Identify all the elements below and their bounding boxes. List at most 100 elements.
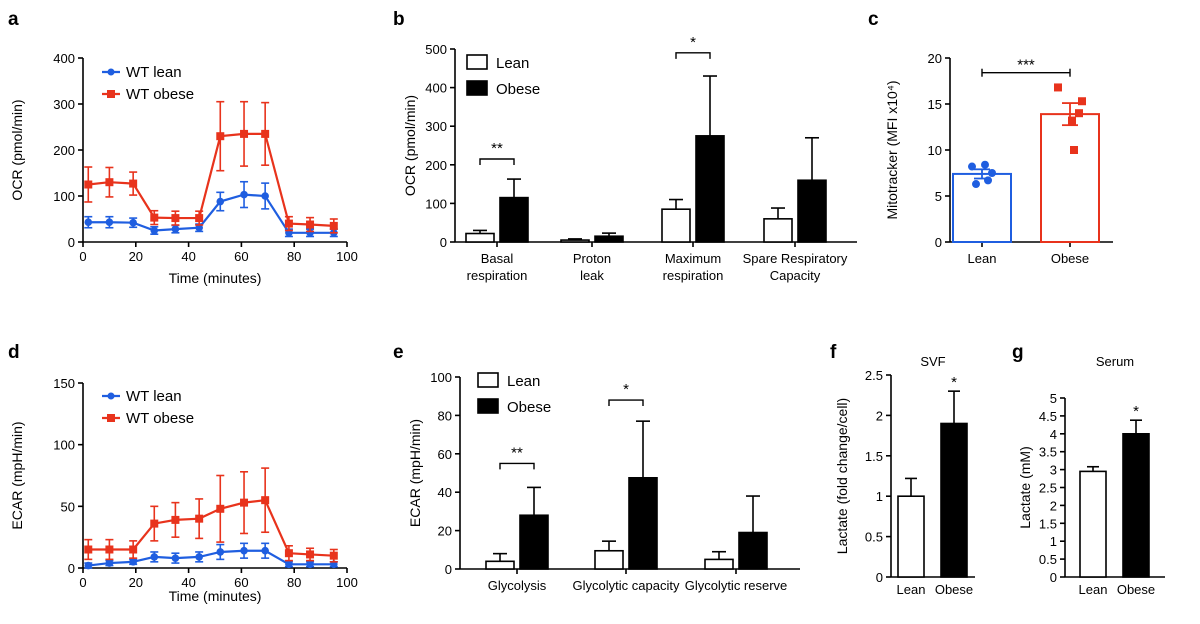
data-point [150,226,159,235]
data-point [1054,83,1062,92]
data-point [984,176,992,185]
data-point [216,548,225,556]
x-tick-label: 80 [287,575,301,590]
data-point [150,519,159,528]
bar [519,514,549,570]
chart-title: Serum [1096,354,1134,369]
data-point [129,179,138,188]
data-point [329,221,338,230]
y-tick-label: 1 [876,489,883,504]
data-point [216,132,225,141]
y-tick-label: 100 [53,438,75,453]
significance-label: * [690,34,696,51]
legend-label: WT lean [126,64,182,81]
data-point [284,549,293,558]
data-point [129,545,138,554]
data-point [972,180,980,189]
y-axis-label: Mitotracker (MFI x10⁴) [884,80,900,219]
data-point [981,160,989,169]
legend-marker [107,392,115,400]
significance-label: * [951,374,957,391]
panel-label: f [830,342,837,363]
y-tick-label: 100 [425,196,447,211]
y-tick-label: 0 [440,235,447,250]
significance-label: *** [1017,57,1035,74]
data-point [1075,109,1083,118]
data-point [1070,146,1078,154]
data-point [195,553,203,561]
y-axis-label: Lactate (mM) [1017,446,1033,528]
bar [594,235,624,243]
x-tick-label: 100 [336,575,358,590]
y-axis-label: ECAR (mpH/min) [407,419,423,527]
bar [797,179,827,243]
bar [485,560,515,570]
y-tick-label: 2 [1050,498,1057,513]
y-tick-label: 400 [53,51,75,66]
y-tick-label: 1 [1050,534,1057,549]
significance-label: * [623,381,629,398]
x-tick-label: Capacity [770,268,821,283]
data-point [84,218,93,227]
data-point [129,558,137,566]
y-tick-label: 150 [53,376,75,391]
x-tick-label: respiration [467,268,528,283]
data-point [240,546,248,555]
data-point [261,496,270,505]
y-tick-label: 20 [438,524,452,539]
data-point [171,225,180,233]
bar [1040,113,1100,243]
y-tick-label: 10 [928,143,942,158]
y-axis-label: OCR (pmol/min) [9,99,25,200]
data-point [240,498,249,507]
x-tick-label: Obese [1051,251,1089,266]
y-tick-label: 200 [425,158,447,173]
y-axis-label: Lactate (fold change/cell) [834,398,850,554]
y-tick-label: 100 [430,370,452,385]
y-tick-label: 400 [425,81,447,96]
data-point [216,504,225,513]
y-tick-label: 300 [425,119,447,134]
panel-label: c [868,9,879,30]
legend-swatch [477,372,499,388]
data-point [261,546,269,555]
data-point [306,220,315,229]
bar [560,239,590,243]
significance-bracket [675,52,711,59]
x-tick-label: Spare Respiratory [743,251,848,266]
data-point [285,560,293,569]
x-tick-label: 20 [129,575,143,590]
data-point [171,554,180,562]
x-tick-label: 100 [336,249,358,264]
significance-label: * [1133,403,1139,420]
bar [1079,470,1107,578]
x-tick-label: Lean [1079,582,1108,597]
legend-label: Obese [496,81,540,98]
x-tick-label: 60 [234,575,248,590]
panel-label: g [1012,342,1024,363]
legend-swatch [477,398,499,414]
y-tick-label: 3 [1050,463,1057,478]
x-tick-label: Obese [1117,582,1155,597]
bar [704,558,734,570]
bar [499,196,529,243]
data-point [968,162,976,171]
data-point [216,197,225,206]
data-point [306,550,315,559]
bar [763,218,793,243]
panel-label: d [8,342,20,363]
data-point [171,515,180,524]
y-tick-label: 2.5 [1039,481,1057,496]
bar [897,495,925,578]
significance-label: ** [511,444,523,461]
data-point [261,129,270,138]
y-tick-label: 0 [68,561,75,576]
y-tick-label: 3.5 [1039,445,1057,460]
y-tick-label: 0 [445,562,452,577]
legend-label: WT obese [126,410,194,427]
legend-marker [107,90,115,98]
y-tick-label: 4.5 [1039,409,1057,424]
significance-bracket [479,158,515,166]
series-line [88,193,334,234]
